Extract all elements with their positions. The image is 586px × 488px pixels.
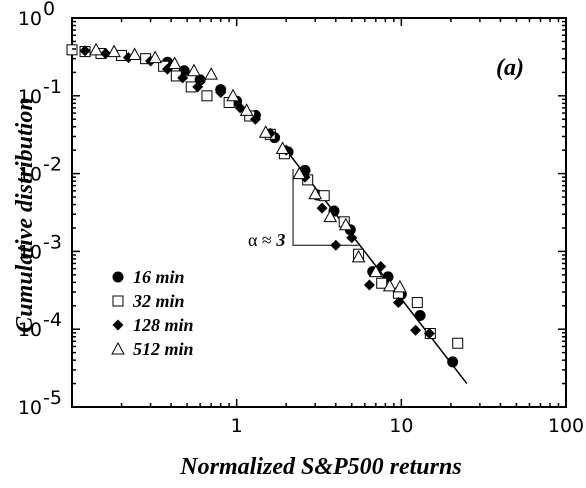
y-tick-base: 10 — [18, 164, 42, 186]
data-point-512-min — [351, 249, 366, 263]
data-point-16-min — [447, 356, 459, 368]
legend-label: 16 min — [133, 267, 185, 287]
legend-marker — [111, 341, 125, 355]
data-point-512-min — [89, 42, 103, 56]
data-point-128-min — [100, 47, 112, 59]
x-tick-label: 1 — [231, 415, 243, 437]
y-tick-base: 10 — [18, 241, 42, 263]
data-point-512-min — [148, 50, 163, 64]
data-point-512-min — [368, 264, 383, 278]
y-axis-title: Cumulative distribution — [12, 97, 38, 332]
legend-label: 512 min — [133, 339, 194, 359]
data-point-512-min — [258, 125, 273, 138]
y-tick-base: 10 — [18, 397, 42, 419]
data-point-128-min — [346, 232, 358, 244]
data-point-128-min — [249, 113, 261, 125]
slope-annotation-value: 3 — [275, 230, 285, 250]
y-tick-exponent: -1 — [43, 76, 62, 98]
legend: 16 min 32 min 128 min 512 min — [111, 267, 194, 359]
data-point-128-min — [192, 81, 204, 93]
slope-annotation-prefix: α ≈ — [248, 230, 276, 250]
data-point-128-min — [330, 239, 342, 251]
data-point-32-min — [66, 44, 78, 56]
y-tick-exponent: -5 — [43, 387, 62, 409]
plot-border — [71, 17, 567, 408]
data-point-512-min — [187, 63, 201, 77]
data-point-32-min — [201, 90, 213, 102]
data-point-128-min — [79, 45, 91, 57]
data-point-512-min — [275, 141, 290, 155]
legend-marker — [112, 295, 124, 307]
data-point-512-min — [338, 217, 353, 231]
y-tick-base: 10 — [18, 86, 42, 108]
y-tick-label: 10 — [18, 319, 42, 341]
legend-label: 32 min — [132, 291, 185, 311]
data-point-32-min — [411, 297, 423, 309]
x-tick-label: 100 — [548, 415, 584, 437]
data-point-512-min — [226, 88, 240, 102]
y-tick-label: 10 — [18, 397, 42, 419]
data-point-512-min — [239, 103, 254, 116]
legend-label: 128 min — [133, 315, 194, 335]
y-tick-label: 10 — [18, 241, 42, 263]
y-tick-exponent: 0 — [43, 0, 55, 20]
data-point-512-min — [393, 279, 407, 293]
slope-annotation: α ≈ 3 — [248, 230, 285, 250]
data-markers — [66, 42, 464, 368]
data-point-512-min — [292, 166, 307, 180]
data-point-128-min — [392, 297, 404, 309]
panel-label: (a) — [496, 55, 524, 81]
data-point-512-min — [308, 186, 323, 200]
data-point-512-min — [382, 278, 397, 292]
data-point-512-min — [167, 56, 182, 70]
y-tick-base: 10 — [18, 319, 42, 341]
x-tick-label: 10 — [389, 415, 413, 437]
data-point-128-min — [363, 279, 375, 291]
plot-frame — [71, 17, 567, 408]
y-tick-label: 10 — [18, 164, 42, 186]
data-point-32-min — [376, 277, 388, 289]
legend-marker — [112, 319, 124, 331]
data-point-512-min — [107, 44, 121, 58]
y-tick-label: 10 — [18, 86, 42, 108]
x-axis-title: Normalized S&P500 returns — [179, 454, 461, 480]
data-point-128-min — [423, 328, 435, 340]
y-tick-base: 10 — [18, 8, 42, 30]
data-point-32-min — [452, 337, 464, 349]
data-point-512-min — [127, 47, 142, 60]
data-point-512-min — [204, 67, 219, 80]
data-point-128-min — [316, 202, 328, 214]
y-tick-exponent: -4 — [43, 309, 62, 331]
data-point-128-min — [410, 324, 422, 336]
y-tick-exponent: -3 — [43, 231, 62, 253]
data-point-128-min — [177, 72, 189, 84]
data-point-512-min — [323, 209, 338, 223]
data-point-16-min — [414, 310, 426, 322]
y-tick-label: 10 — [18, 8, 42, 30]
y-tick-exponent: -2 — [43, 154, 62, 176]
data-point-128-min — [215, 87, 227, 99]
legend-marker — [112, 271, 124, 283]
